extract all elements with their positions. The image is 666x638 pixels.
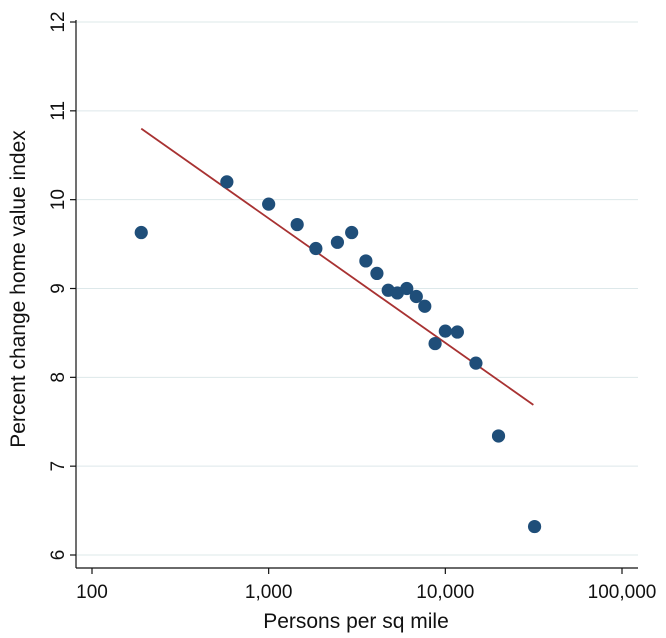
data-point-11	[400, 281, 414, 296]
y-tick-label-5: 11	[48, 101, 69, 121]
data-point-6	[345, 225, 359, 240]
gridlines	[77, 21, 638, 556]
data-point-13	[418, 299, 432, 313]
x-tick-label-3: 100,000	[588, 582, 657, 603]
x-tick-label-1: 1,000	[245, 582, 293, 603]
data-point-14	[428, 336, 442, 351]
data-point-17	[469, 356, 483, 370]
x-axis-ticks: 100 1,000 10,000 100,000	[76, 568, 656, 603]
y-tick-label-0: 6	[48, 550, 69, 561]
data-point-12	[409, 289, 423, 304]
x-tick-label-2: 10,000	[416, 582, 474, 603]
data-point-8	[370, 266, 384, 280]
data-point-18	[491, 429, 506, 443]
y-tick-label-3: 9	[48, 283, 69, 294]
y-tick-label-2: 8	[48, 372, 69, 383]
data-point-0	[134, 225, 148, 240]
y-axis-title: Percent change home value index	[7, 130, 30, 448]
data-point-1	[220, 175, 234, 189]
fit-line-layer	[140, 127, 534, 406]
y-tick-label-6: 12	[48, 11, 69, 32]
data-point-15	[438, 324, 452, 338]
data-point-3	[290, 217, 304, 232]
data-point-19	[527, 519, 542, 534]
data-point-2	[262, 197, 276, 211]
y-tick-label-4: 10	[48, 189, 69, 210]
data-point-7	[359, 254, 373, 268]
y-axis-ticks: 6 7 8 9 10 11 12	[48, 11, 76, 560]
x-axis-title: Persons per sq mile	[263, 610, 449, 633]
data-point-16	[450, 325, 464, 339]
points-layer	[134, 175, 542, 534]
x-tick-label-0: 100	[76, 582, 108, 603]
data-point-4	[309, 241, 323, 256]
fit-line	[140, 127, 534, 406]
data-point-5	[330, 235, 345, 249]
y-tick-label-1: 7	[48, 461, 69, 472]
